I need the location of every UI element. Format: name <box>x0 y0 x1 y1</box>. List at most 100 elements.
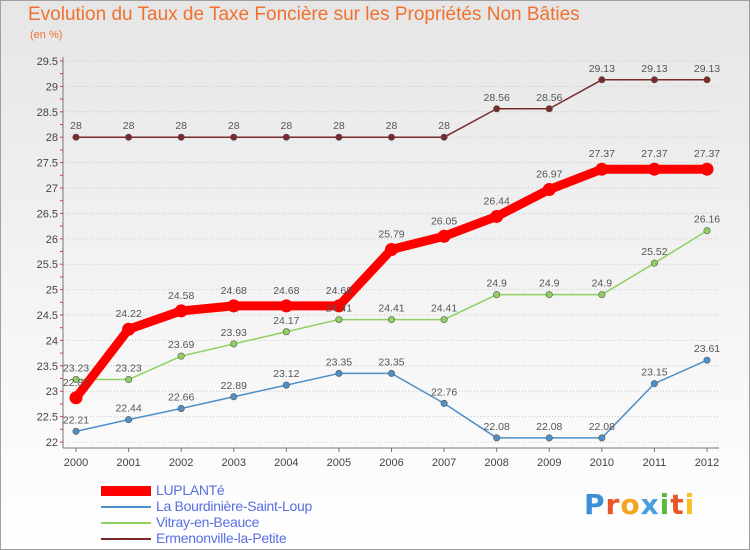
data-label: 28 <box>386 120 398 132</box>
x-tick-label: 2010 <box>590 457 614 469</box>
data-point <box>230 393 238 401</box>
data-point <box>440 133 448 141</box>
data-label: 24.41 <box>431 303 457 315</box>
data-label: 29.13 <box>589 63 615 75</box>
y-tick-label: 22.5 <box>37 412 58 424</box>
y-tick-label: 27 <box>46 183 58 195</box>
data-point <box>647 162 661 176</box>
data-point <box>282 381 290 389</box>
data-point <box>650 76 658 84</box>
data-label: 23.15 <box>641 367 667 379</box>
data-label: 23.12 <box>273 368 299 380</box>
chart-subtitle: (en %) <box>30 29 63 41</box>
logo-letter: P <box>584 488 606 521</box>
y-tick-label: 24.5 <box>37 310 58 322</box>
x-tick-label: 2005 <box>327 457 351 469</box>
data-label: 24.9 <box>592 278 613 290</box>
data-label: 23.35 <box>326 356 352 368</box>
data-label: 22.66 <box>168 391 194 403</box>
data-point <box>282 133 290 141</box>
data-label: 23.35 <box>378 356 404 368</box>
data-label: 26.97 <box>536 169 562 181</box>
data-point <box>440 316 448 324</box>
logo-letter: i <box>684 488 696 521</box>
x-tick-label: 2000 <box>64 457 88 469</box>
data-point <box>387 316 395 324</box>
data-point <box>595 162 609 176</box>
data-point <box>335 369 343 377</box>
data-label: 26.44 <box>484 195 510 207</box>
logo-letter: t <box>670 488 685 521</box>
series-layer <box>69 76 714 442</box>
data-label: 27.37 <box>694 148 720 160</box>
y-tick-label: 27.5 <box>37 158 58 170</box>
data-point <box>227 299 241 313</box>
data-point <box>230 340 238 348</box>
axis-layer: 22 22.5 23 23.5 24 24.5 25 25.5 26 26.5 27 27.5 28 28… <box>37 56 720 469</box>
y-tick-label: 26 <box>46 234 58 246</box>
legend-label: La Bourdinière-Saint-Loup <box>156 498 312 514</box>
x-tick-label: 2004 <box>274 457 298 469</box>
y-tick-label: 23.5 <box>37 361 58 373</box>
logo-letter: i <box>659 488 671 521</box>
data-point <box>122 322 136 336</box>
data-point <box>387 369 395 377</box>
data-label: 23.23 <box>115 363 141 375</box>
data-label: 22.44 <box>115 403 141 415</box>
data-label: 22.76 <box>431 386 457 398</box>
data-point <box>598 291 606 299</box>
y-tick-label: 28.5 <box>37 107 58 119</box>
data-point <box>282 328 290 336</box>
data-label: 22.08 <box>589 421 615 433</box>
data-label: 24.68 <box>273 285 299 297</box>
data-label: 28.56 <box>536 92 562 104</box>
y-tick-label: 22 <box>46 437 58 449</box>
x-tick-label: 2006 <box>379 457 403 469</box>
y-tick-label: 25.5 <box>37 259 58 271</box>
data-label: 28 <box>333 120 345 132</box>
data-point <box>177 404 185 412</box>
data-point <box>177 352 185 360</box>
x-tick-label: 2011 <box>643 457 667 469</box>
data-point <box>177 133 185 141</box>
data-point <box>598 76 606 84</box>
data-point <box>493 291 501 299</box>
x-tick-label: 2003 <box>222 457 246 469</box>
data-point <box>700 162 714 176</box>
data-label: 24.41 <box>378 303 404 315</box>
y-tick-label: 25 <box>46 285 58 297</box>
x-tick-label: 2001 <box>116 457 140 469</box>
data-point <box>703 227 711 235</box>
x-tick-label: 2012 <box>695 457 719 469</box>
data-label: 28 <box>280 120 292 132</box>
data-point <box>650 380 658 388</box>
data-point <box>72 376 80 384</box>
y-tick-label: 28 <box>46 132 58 144</box>
logo-letter: r <box>605 488 621 521</box>
data-label: 28.56 <box>484 92 510 104</box>
legend-swatch <box>101 506 151 508</box>
data-label: 24.22 <box>115 308 141 320</box>
data-point <box>385 242 398 256</box>
data-label: 25.52 <box>641 246 667 258</box>
y-tick-label: 29.5 <box>37 56 58 68</box>
data-point <box>598 434 606 442</box>
data-label: 22.89 <box>221 380 247 392</box>
data-label: 24.68 <box>326 285 352 297</box>
data-point <box>493 434 501 442</box>
data-label: 23.69 <box>168 339 194 351</box>
y-tick-label: 23 <box>46 386 58 398</box>
x-tick-label: 2002 <box>169 457 193 469</box>
legend-swatch <box>101 522 151 524</box>
data-label: 26.05 <box>431 215 457 227</box>
data-label: 22.21 <box>63 414 89 426</box>
data-label: 29.13 <box>641 63 667 75</box>
data-point <box>437 229 451 243</box>
data-point <box>125 416 133 424</box>
data-point <box>72 133 80 141</box>
data-point <box>332 299 346 313</box>
x-tick-label: 2008 <box>484 457 508 469</box>
data-point <box>230 133 238 141</box>
